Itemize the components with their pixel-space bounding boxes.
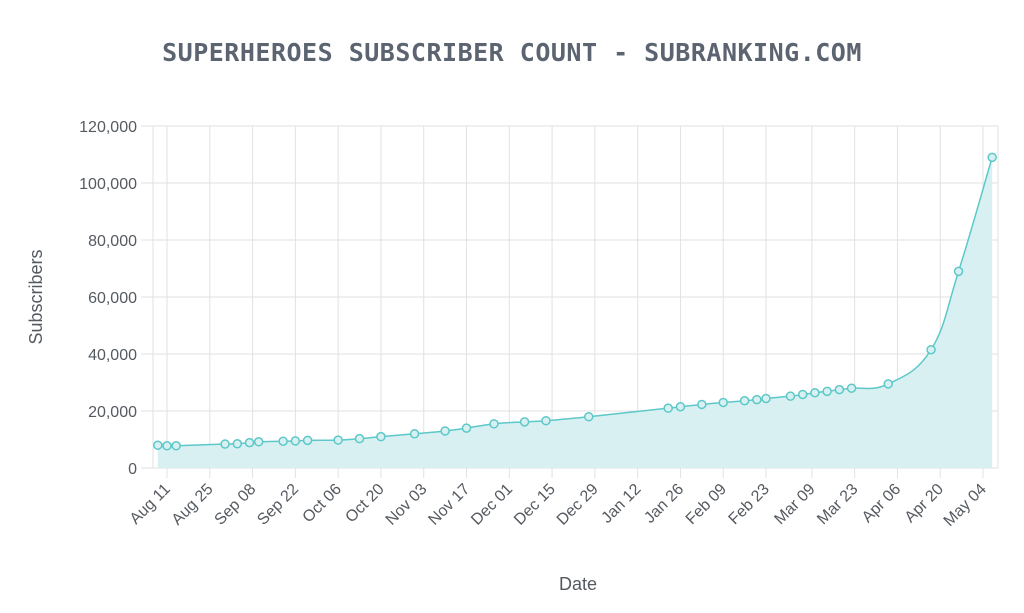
- y-tick-label: 0: [128, 461, 137, 478]
- x-tick-label: Jan 12: [598, 481, 644, 527]
- data-point: [232, 439, 243, 449]
- data-point: [883, 379, 894, 389]
- data-point: [987, 152, 997, 163]
- data-point: [926, 344, 936, 355]
- x-tick-label: Oct 06: [300, 481, 345, 526]
- data-point: [675, 401, 686, 412]
- data-point: [718, 397, 728, 408]
- y-tick-label: 60,000: [88, 290, 137, 307]
- data-point: [785, 391, 796, 401]
- data-point: [333, 435, 343, 445]
- data-point: [822, 386, 832, 397]
- data-point: [697, 399, 707, 410]
- data-point: [302, 435, 313, 446]
- data-points: [153, 152, 997, 451]
- x-tick-label: Apr 20: [902, 481, 947, 526]
- x-tick-label: Feb 23: [726, 481, 773, 528]
- y-tick-label: 100,000: [79, 176, 137, 193]
- x-tick-label: May 04: [941, 481, 990, 530]
- data-point: [541, 415, 551, 426]
- x-tick-label: Dec 15: [511, 481, 559, 529]
- data-point: [761, 393, 771, 404]
- data-point: [409, 429, 420, 439]
- x-tick-label: Sep 22: [254, 481, 302, 529]
- data-point: [171, 441, 181, 451]
- data-point: [810, 388, 820, 398]
- data-point: [584, 411, 594, 422]
- data-point: [519, 417, 530, 427]
- data-point: [244, 437, 255, 448]
- data-point: [253, 437, 264, 447]
- data-point: [162, 441, 172, 451]
- y-tick-label: 80,000: [88, 233, 137, 250]
- x-tick-label: Oct 20: [342, 481, 387, 526]
- data-point: [461, 423, 472, 433]
- y-axis-tick-labels: 0 20,000 40,000 60,000 80,000 100,000 120,000: [79, 119, 137, 478]
- x-tick-label: Apr 06: [859, 481, 904, 526]
- x-tick-label: Mar 09: [771, 481, 818, 528]
- y-axis-title: Subscribers: [26, 249, 46, 344]
- data-point: [834, 384, 845, 395]
- x-tick-label: Dec 29: [554, 481, 602, 529]
- x-tick-label: Jan 26: [641, 481, 687, 527]
- x-tick-label: Aug 25: [169, 481, 217, 529]
- series-area-fill: [157, 157, 993, 468]
- data-point: [489, 419, 499, 429]
- data-point: [797, 389, 808, 400]
- data-point: [153, 440, 163, 450]
- data-point: [953, 266, 964, 277]
- x-tick-label: Nov 17: [425, 481, 473, 529]
- x-tick-label: Feb 09: [683, 481, 730, 528]
- data-point: [220, 439, 230, 449]
- y-tick-label: 20,000: [88, 404, 137, 421]
- x-tick-label: Sep 08: [212, 481, 260, 529]
- x-tick-label: Nov 03: [383, 481, 431, 529]
- data-point: [663, 403, 673, 413]
- data-point: [739, 395, 750, 406]
- data-point: [278, 436, 288, 446]
- data-point: [440, 426, 450, 436]
- chart-title: SUPERHEROES SUBSCRIBER COUNT - SUBRANKIN…: [162, 38, 862, 67]
- y-tick-label: 40,000: [88, 347, 137, 364]
- x-tick-label: Mar 23: [814, 481, 861, 528]
- data-point: [376, 431, 386, 442]
- x-tick-label: Aug 11: [127, 481, 174, 528]
- data-point: [354, 433, 365, 444]
- x-axis-title: Date: [559, 574, 597, 594]
- data-point: [752, 394, 762, 405]
- y-tick-label: 120,000: [79, 119, 137, 136]
- data-point: [290, 436, 301, 446]
- x-tick-label: Dec 01: [468, 481, 516, 529]
- data-point: [846, 383, 857, 393]
